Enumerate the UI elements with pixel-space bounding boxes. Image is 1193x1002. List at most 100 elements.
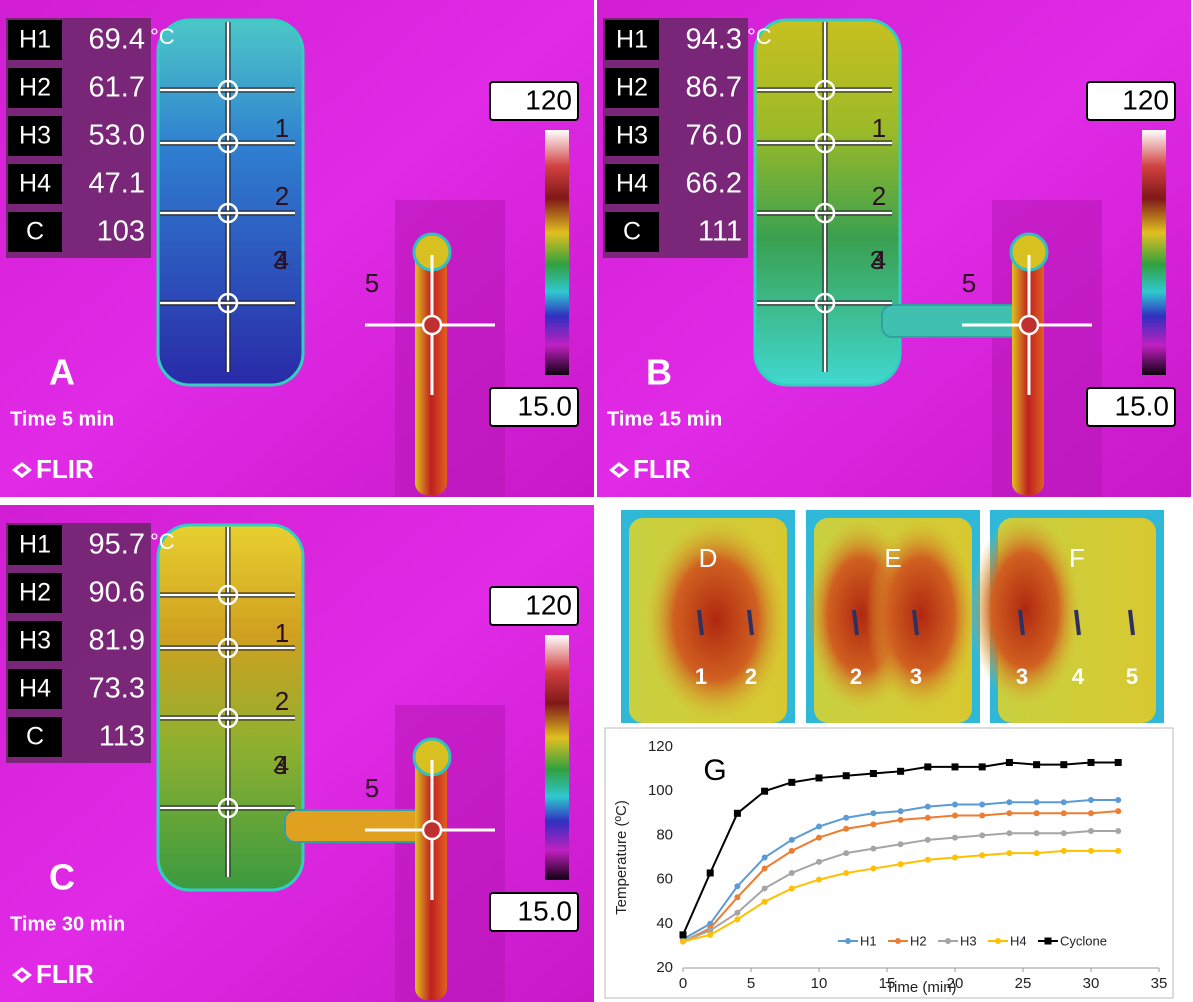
- data-point: [816, 859, 822, 865]
- colour-bar: [545, 130, 569, 375]
- data-point: [870, 846, 876, 852]
- chart-frame: [605, 728, 1173, 998]
- time-label: Time 5 min: [10, 408, 114, 430]
- scale-max: 120: [525, 84, 572, 115]
- scale-min: 15.0: [518, 390, 573, 421]
- readout-value: 47.1: [89, 168, 145, 200]
- readout-value: 103: [97, 216, 145, 248]
- readout-value: 111: [698, 216, 742, 248]
- data-point: [707, 869, 714, 876]
- colour-bar: [1142, 130, 1166, 375]
- probe-number: 5: [962, 268, 976, 298]
- x-tick-label: 5: [747, 975, 755, 992]
- probe-number: 3: [910, 664, 922, 689]
- x-tick-label: 35: [1151, 975, 1168, 992]
- data-point: [1034, 850, 1040, 856]
- readout-value: 76.0: [686, 120, 742, 152]
- x-tick-label: 25: [1015, 975, 1032, 992]
- data-point: [789, 848, 795, 854]
- x-tick-label: 0: [679, 975, 687, 992]
- closeup-label: D: [699, 543, 718, 573]
- data-point: [925, 815, 931, 821]
- unit: °C: [150, 24, 175, 49]
- time-label: Time 30 min: [10, 913, 125, 935]
- data-point: [898, 808, 904, 814]
- y-tick-label: 60: [656, 871, 673, 888]
- legend-marker: [895, 938, 901, 944]
- readout-name: H3: [19, 627, 51, 655]
- data-point: [816, 774, 823, 781]
- y-tick-label: 40: [656, 915, 673, 932]
- data-point: [1088, 848, 1094, 854]
- probe-number: 1: [872, 113, 886, 143]
- data-point: [952, 835, 958, 841]
- closeup-panel: F345: [970, 510, 1164, 723]
- probe-number: 4: [275, 245, 289, 275]
- data-point: [1088, 828, 1094, 834]
- data-point: [1060, 761, 1067, 768]
- data-point: [870, 821, 876, 827]
- probe-number: 5: [365, 268, 379, 298]
- data-point: [952, 813, 958, 819]
- panel-label: B: [646, 352, 672, 393]
- scale-max: 120: [525, 589, 572, 620]
- legend-marker: [945, 938, 951, 944]
- data-point: [680, 931, 687, 938]
- readout-name: C: [623, 218, 641, 246]
- probe-number: 4: [1072, 664, 1085, 689]
- probe-number: 2: [275, 181, 289, 211]
- data-point: [734, 810, 741, 817]
- data-point: [1033, 761, 1040, 768]
- data-point: [979, 763, 986, 770]
- data-point: [1034, 810, 1040, 816]
- probe-number: 4: [275, 750, 289, 780]
- data-point: [898, 861, 904, 867]
- probe-number: 3: [1016, 664, 1028, 689]
- readout-value: 81.9: [89, 625, 145, 657]
- connector: [285, 810, 425, 842]
- data-point: [979, 801, 985, 807]
- readout-name: H1: [19, 531, 51, 559]
- readout-name: H4: [19, 170, 51, 198]
- data-point: [734, 910, 740, 916]
- readout-name: H1: [616, 26, 648, 54]
- figure: 12345H169.4H261.7H353.0H447.1C103°C12015…: [0, 0, 1193, 1002]
- data-point: [816, 835, 822, 841]
- readout-value: 61.7: [89, 72, 145, 104]
- readout-name: C: [26, 218, 44, 246]
- probe-number: 5: [365, 773, 379, 803]
- legend-label: H2: [910, 933, 927, 948]
- y-tick-label: 20: [656, 959, 673, 976]
- chart-label: G: [703, 754, 726, 787]
- closeup-label: E: [884, 543, 901, 573]
- data-point: [843, 815, 849, 821]
- data-point: [762, 899, 768, 905]
- data-point: [843, 850, 849, 856]
- data-point: [762, 885, 768, 891]
- data-point: [1115, 797, 1121, 803]
- data-point: [1115, 759, 1122, 766]
- scale-max: 120: [1122, 84, 1169, 115]
- crosshair-spot: [423, 821, 441, 839]
- unit: °C: [747, 24, 772, 49]
- readout-value: 53.0: [89, 120, 145, 152]
- probe-number: 2: [275, 686, 289, 716]
- crosshair-spot: [423, 316, 441, 334]
- legend-label: H4: [1010, 933, 1027, 948]
- data-point: [734, 883, 740, 889]
- legend-marker: [1045, 938, 1052, 945]
- y-tick-label: 80: [656, 826, 673, 843]
- data-point: [1061, 848, 1067, 854]
- data-point: [1006, 799, 1012, 805]
- data-point: [816, 824, 822, 830]
- probe-number: 2: [872, 181, 886, 211]
- probe-number: 4: [872, 245, 886, 275]
- data-point: [925, 837, 931, 843]
- data-point: [925, 804, 931, 810]
- legend-label: Cyclone: [1060, 933, 1107, 948]
- data-point: [1115, 828, 1121, 834]
- data-point: [1115, 808, 1121, 814]
- readout-value: 90.6: [89, 577, 145, 609]
- readout-value: 94.3: [686, 24, 742, 56]
